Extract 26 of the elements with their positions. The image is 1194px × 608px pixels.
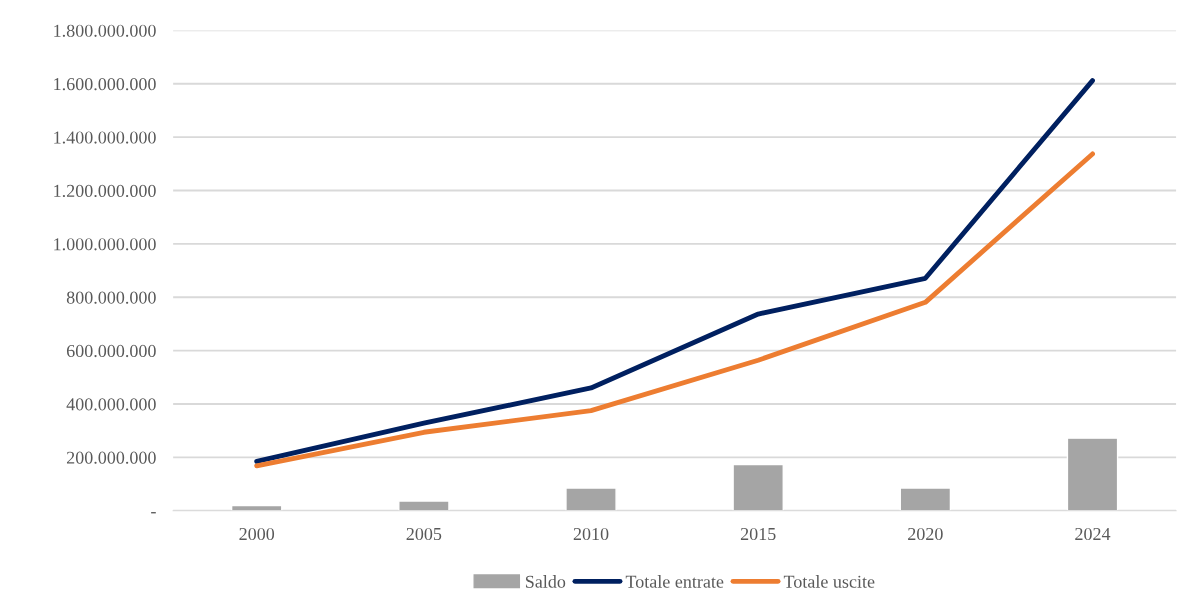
bar [899,487,952,511]
y-tick-label: 600.000.000 [66,344,156,358]
line-series [254,151,1095,469]
bar [565,487,617,511]
x-tick-label: 2024 [1075,527,1111,541]
y-tick-label: 1.400.000.000 [54,131,156,144]
y-tick-label: 800.000.000 [66,291,156,304]
legend-label: Totale entrate [625,575,724,588]
x-tick-label: 2020 [908,527,943,541]
y-tick-label: 400.000.000 [66,398,156,411]
x-tick-label: 2015 [740,527,776,541]
bar [398,500,450,511]
line-series [254,78,1095,464]
legend-label: Totale uscite [783,575,875,588]
bar [1066,437,1119,511]
x-tick-label: 2005 [406,527,442,541]
x-tick-label: 2010 [573,527,609,541]
y-tick-label: 1.600.000.000 [54,78,156,91]
y-tick-label: 200.000.000 [66,451,156,464]
x-tick-label: 2000 [239,527,275,541]
y-tick-label: 1.000.000.000 [54,238,156,251]
y-tick-label: - [151,512,156,514]
y-tick-label: 1.800.000.000 [54,24,156,37]
bar [732,463,784,511]
legend-label: Saldo [525,575,566,588]
y-tick-label: 1.200.000.000 [54,184,156,198]
